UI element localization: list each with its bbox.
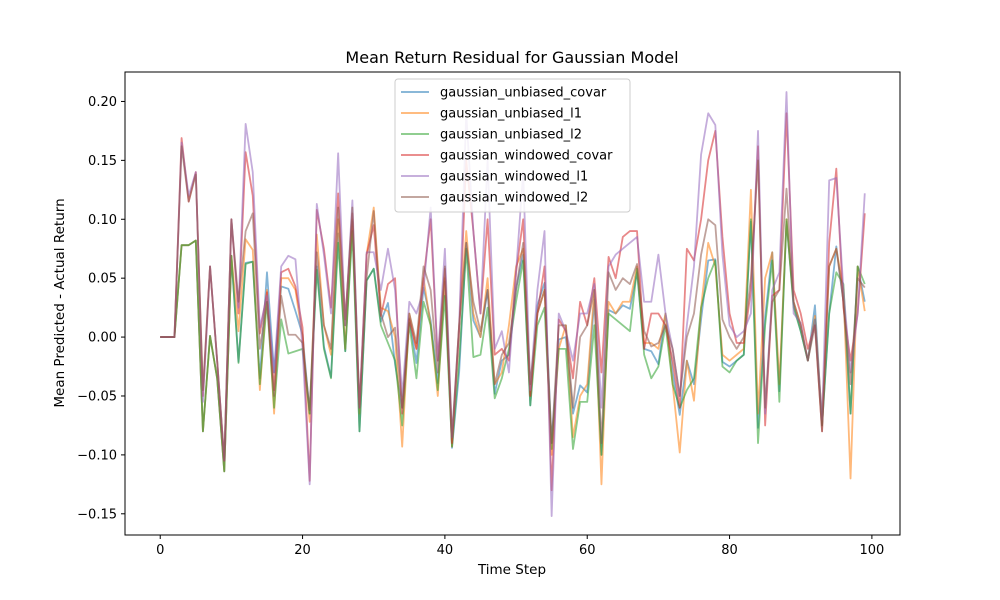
legend-label: gaussian_unbiased_l2 [440, 128, 582, 143]
y-tick-label: 0.00 [88, 331, 117, 346]
legend-label: gaussian_unbiased_l1 [440, 107, 582, 122]
legend: gaussian_unbiased_covar gaussian_unbiased… [394, 78, 631, 213]
x-tick-label: 40 [437, 543, 454, 558]
x-tick-label: 20 [294, 543, 311, 558]
chart-title: Mean Return Residual for Gaussian Model [345, 48, 678, 67]
y-tick-label: −0.10 [77, 448, 117, 463]
y-axis-ticks: −0.15 −0.10 −0.05 0.00 0.05 0.10 0.15 0.20 [77, 95, 125, 522]
y-tick-label: −0.05 [77, 389, 117, 404]
series-line-gaussian_windowed_l2 [160, 145, 866, 462]
x-tick-label: 60 [579, 543, 596, 558]
legend-box [394, 78, 631, 213]
x-axis-ticks: 0 20 40 60 80 100 [156, 535, 884, 558]
legend-label: gaussian_windowed_covar [440, 149, 613, 164]
x-tick-label: 0 [156, 543, 164, 558]
legend-label: gaussian_windowed_l1 [440, 170, 588, 185]
legend-label: gaussian_unbiased_covar [440, 86, 607, 101]
x-tick-label: 80 [721, 543, 738, 558]
x-axis-label: Time Step [477, 562, 546, 578]
y-tick-label: −0.15 [77, 507, 117, 522]
series-layer [160, 91, 866, 518]
y-tick-label: 0.20 [88, 95, 117, 110]
y-axis-label: Mean Predicted - Actual Return [52, 198, 68, 407]
x-tick-label: 100 [859, 543, 884, 558]
y-tick-label: 0.05 [88, 272, 117, 287]
y-tick-label: 0.15 [88, 154, 117, 169]
y-tick-label: 0.10 [88, 213, 117, 228]
legend-label: gaussian_windowed_l2 [440, 191, 588, 206]
